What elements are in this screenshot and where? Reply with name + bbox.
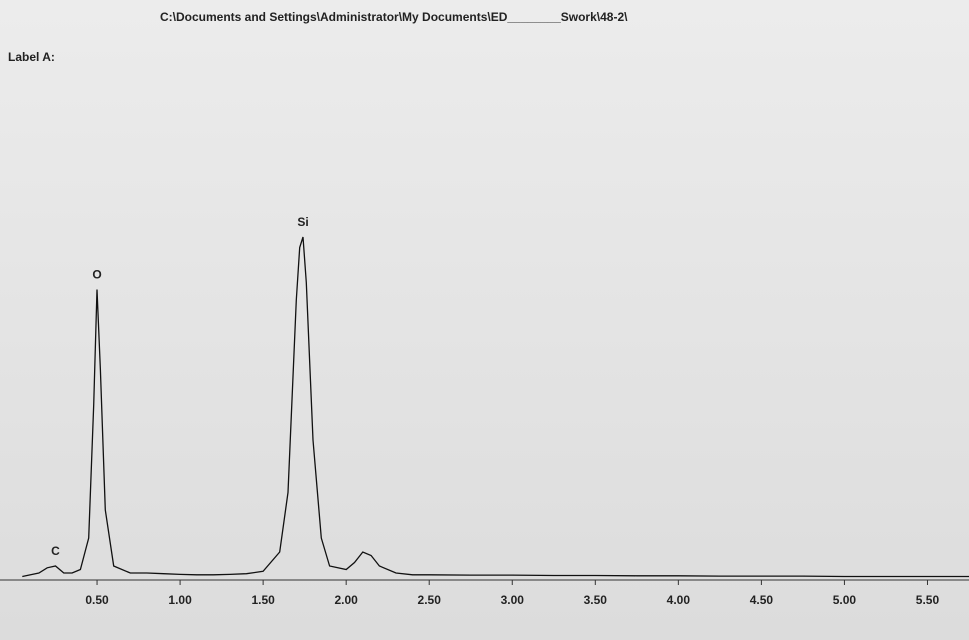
x-tick-label: 1.50 [251,593,275,607]
x-tick-label: 2.00 [334,593,358,607]
chart: C:\Documents and Settings\Administrator\… [0,0,969,640]
peak-label: O [92,268,101,282]
peak-label: Si [297,215,308,229]
x-tick-label: 0.50 [85,593,109,607]
x-tick-label: 2.50 [418,593,442,607]
x-tick-label: 5.00 [833,593,857,607]
header-path: C:\Documents and Settings\Administrator\… [160,10,628,24]
x-tick-label: 3.00 [501,593,525,607]
x-tick-label: 4.00 [667,593,691,607]
peak-label: C [51,544,60,558]
background [0,0,969,640]
x-tick-label: 1.00 [168,593,192,607]
x-tick-label: 5.50 [916,593,940,607]
x-tick-label: 4.50 [750,593,774,607]
page: C:\Documents and Settings\Administrator\… [0,0,969,640]
x-tick-label: 3.50 [584,593,608,607]
spectrum-label: Label A: [8,50,55,64]
